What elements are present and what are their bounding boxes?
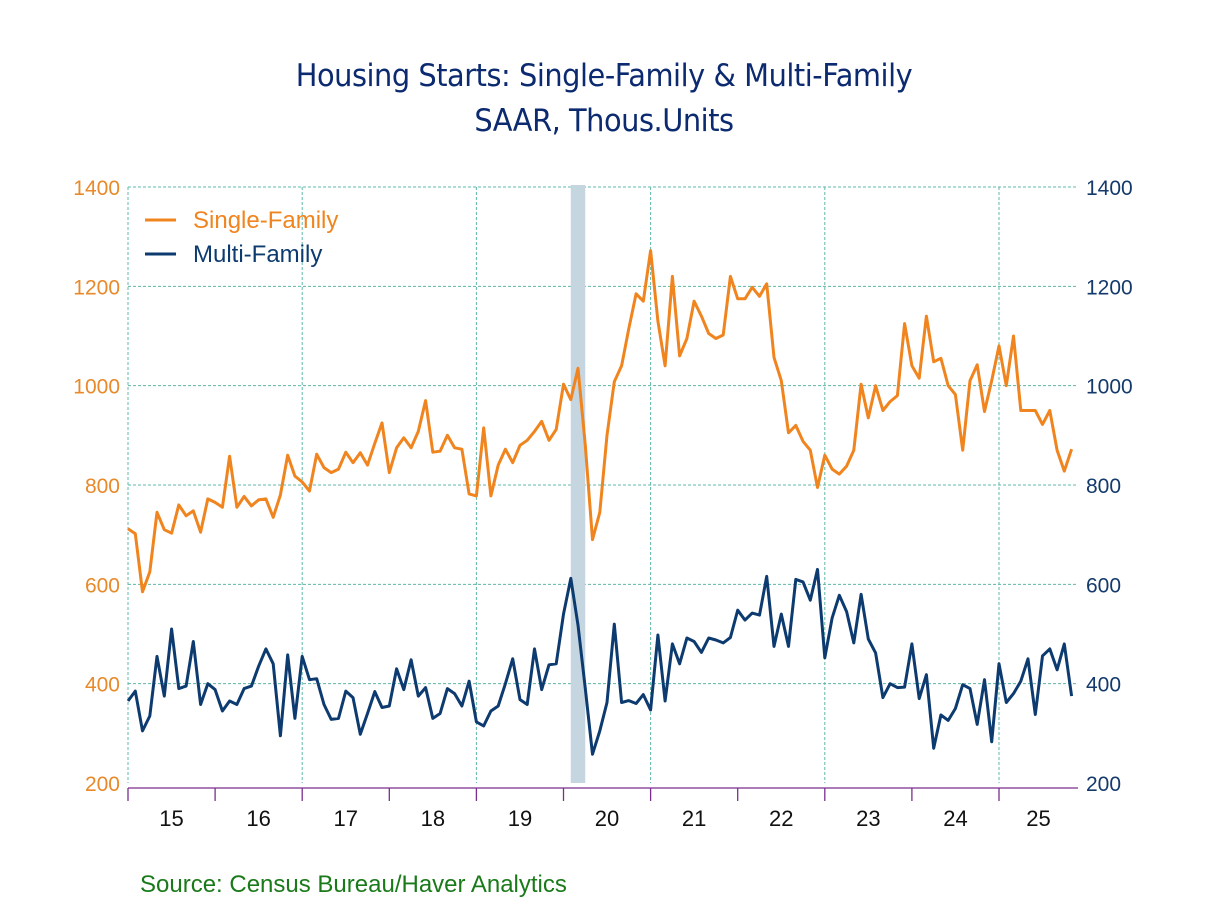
y-tick-label-right: 400 — [1086, 674, 1121, 697]
series-lines — [126, 249, 1074, 756]
legend: Single-Family Multi-Family — [145, 207, 338, 268]
x-tick-label: 24 — [943, 806, 967, 831]
y-tick-label-left: 1000 — [73, 376, 120, 399]
y-tick-label-right: 600 — [1086, 574, 1121, 597]
y-tick-label-right: 800 — [1086, 475, 1121, 498]
legend-label: Multi-Family — [193, 241, 322, 268]
x-tick-label: 18 — [421, 806, 445, 831]
recession-shading — [570, 185, 586, 783]
gridlines — [127, 186, 1078, 783]
x-tick-label: 20 — [595, 806, 619, 831]
x-tick-label: 17 — [334, 806, 358, 831]
chart-subtitle: SAAR, Thous.Units — [474, 103, 734, 139]
chart-title: Housing Starts: Single-Family & Multi-Fa… — [295, 58, 913, 94]
axes: 200 200 400 400 600 600 800 800 1000 1000 1200 1200… — [73, 177, 1132, 831]
x-tick-label: 21 — [682, 806, 706, 831]
y-tick-label-left: 1200 — [73, 276, 120, 299]
y-tick-label-left: 200 — [85, 773, 120, 796]
recession-band — [570, 185, 586, 783]
y-tick-label-left: 800 — [85, 475, 120, 498]
x-tick-label: 22 — [769, 806, 793, 831]
x-tick-label: 15 — [159, 806, 183, 831]
y-tick-label-right: 1400 — [1086, 177, 1133, 200]
series-line-multi-family — [126, 567, 1074, 756]
legend-label: Single-Family — [193, 207, 338, 234]
y-tick-label-right: 1000 — [1086, 376, 1133, 399]
x-tick-label: 19 — [508, 806, 532, 831]
y-tick-label-left: 600 — [85, 574, 120, 597]
x-tick-label: 16 — [246, 806, 270, 831]
source-note: Source: Census Bureau/Haver Analytics — [140, 871, 567, 898]
y-tick-label-left: 1400 — [73, 177, 120, 200]
y-tick-label-left: 400 — [85, 674, 120, 697]
x-tick-label: 23 — [856, 806, 880, 831]
y-tick-label-right: 200 — [1086, 773, 1121, 796]
x-tick-label: 25 — [1026, 806, 1050, 831]
y-tick-label-right: 1200 — [1086, 276, 1133, 299]
series-line-single-family — [127, 249, 1074, 594]
